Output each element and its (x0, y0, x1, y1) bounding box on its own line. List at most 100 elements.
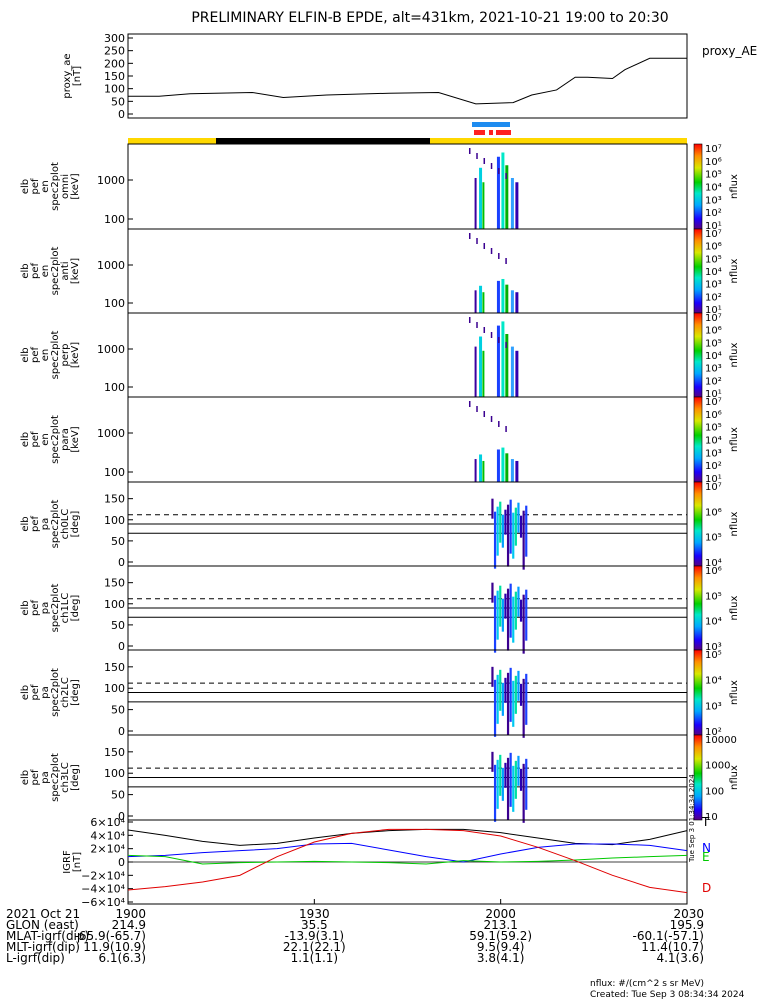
igrf-side-note: Tue Sep 3 01:34:34 2024 (688, 774, 696, 863)
ylabel-line: pa (40, 686, 51, 698)
ylabel-line: ch3LC (60, 762, 71, 793)
panel-ch0LC: elb pef pa spec2plot ch0LC [deg] 0 50 100 150 10⁴ 1… (20, 481, 740, 570)
colorbar-tick: 10⁵ (705, 338, 722, 349)
heatmap-cell (496, 674, 499, 724)
heatmap-cell (517, 670, 520, 701)
ephem-value: 2000 (485, 907, 516, 921)
ylabel-line: en (40, 265, 51, 278)
heatmap-cell (506, 672, 510, 735)
heatmap-speck (476, 238, 478, 244)
ytick-label: 0 (118, 856, 125, 869)
ylabel-line: [nT] (72, 66, 83, 86)
heatmap-cell (505, 334, 509, 397)
heatmap-cell (522, 594, 525, 654)
heatmap-cell (512, 765, 515, 812)
ylabel-line: pef (30, 431, 41, 448)
colorbar-tick: 10⁷ (705, 229, 722, 240)
ylabel-line: pef (30, 769, 41, 786)
colorbar (693, 481, 703, 567)
heatmap-cell (517, 586, 520, 617)
heatmap-cell (504, 509, 507, 535)
colorbar (693, 396, 703, 483)
colorbar-tick: 10000 (705, 735, 737, 746)
heatmap-cell (505, 453, 509, 482)
ephem-value: 6.1(6.3) (98, 951, 146, 965)
heatmap-cell (514, 760, 517, 799)
heatmap-cell (501, 321, 505, 397)
colorbar (693, 565, 703, 651)
footer-created: Created: Tue Sep 3 08:34:34 2024 (590, 990, 745, 1000)
colorbar-tick: 10² (705, 208, 722, 219)
ytick-label: −2×10⁴ (81, 869, 125, 882)
ytick-label: 150 (104, 661, 125, 674)
panel-anti: elb pef en spec2plot anti [keV]100100010¹10²1… (20, 228, 740, 316)
heatmap-cell (519, 768, 523, 791)
heatmap-speck (468, 401, 471, 407)
colorbar-tick: 10⁴ (705, 436, 722, 447)
ylabel-line: spec2plot (50, 162, 61, 211)
heatmap-cell (496, 759, 499, 809)
colorbar-tick: 10⁷ (705, 482, 722, 493)
heatmap-cell (512, 680, 515, 727)
heatmap-cell (509, 499, 512, 554)
colorbar-tick: 10⁵ (705, 650, 722, 661)
heatmap-cell (479, 285, 483, 313)
igrf-legend-T: T (701, 815, 710, 829)
ylabel-line: spec2plot (50, 500, 61, 549)
ytick-label: 150 (104, 746, 125, 759)
heatmap-cell (505, 165, 509, 229)
heatmap-cell (496, 449, 500, 482)
ylabel-line: elb (20, 347, 31, 362)
ephem-value: 35.5 (301, 918, 328, 932)
ylabel-line: [keV] (70, 426, 81, 452)
ephem-value: 2030 (673, 907, 704, 921)
heatmap-cell (499, 669, 502, 711)
ephem-value: 11.9(10.9) (83, 940, 146, 954)
colorbar-tick: 10⁵ (705, 591, 722, 602)
colorbar-tick: 10⁶ (705, 326, 722, 337)
heatmap-cell (504, 593, 507, 619)
sunlight-bar-1 (128, 138, 216, 144)
colorbar-label: nflux (729, 765, 740, 790)
ytick-label: 100 (104, 381, 125, 394)
ytick-label: 0 (118, 108, 125, 121)
ylabel-line: proxy_ae (62, 53, 73, 98)
ytick-label: 150 (104, 577, 125, 590)
heatmap-speck (498, 168, 500, 174)
heatmap-cell (479, 454, 483, 482)
ylabel-line: [keV] (70, 173, 81, 199)
ylabel-line: elb (20, 600, 31, 615)
heatmap-cell (517, 755, 520, 786)
ytick-label: 2×10⁴ (90, 843, 125, 856)
colorbar-tick: 10² (705, 727, 722, 738)
ephem-value: 214.9 (112, 918, 146, 932)
colorbar-label: nflux (729, 342, 740, 367)
heatmap-speck (490, 416, 493, 422)
heatmap-cell (499, 585, 502, 627)
heatmap-cell (525, 505, 528, 557)
colorbar (693, 312, 703, 398)
heatmap-cell (525, 589, 528, 641)
ylabel-line: spec2plot (50, 753, 61, 802)
colorbar-tick: 10 (705, 812, 718, 823)
ytick-label: 100 (104, 466, 125, 479)
ytick-label: 50 (111, 95, 125, 108)
heatmap-cell (479, 167, 483, 229)
heatmap-cell (515, 350, 519, 397)
ylabel-line: omni (60, 174, 71, 199)
igrf-series-D (127, 828, 688, 894)
ephem-value: -65.9(-65.7) (75, 929, 146, 943)
heatmap-cell (505, 284, 509, 313)
heatmap-speck (483, 327, 486, 333)
ylabel-line: spec2plot (50, 415, 61, 464)
heatmap-cell (493, 595, 497, 653)
heatmap-speck (505, 342, 507, 348)
colorbar-tick: 10⁴ (705, 183, 722, 194)
ylabel-line: spec2plot (50, 584, 61, 633)
panel-omni: elb pef en spec2plot omni [keV] 100 1000 10¹ 10² 1… (20, 143, 740, 232)
heatmap-speck (483, 243, 486, 249)
igrf-series-E (127, 854, 688, 865)
heatmap-speck (476, 153, 478, 159)
colorbar-tick: 10⁶ (705, 242, 722, 253)
heatmap-cell (474, 346, 477, 397)
